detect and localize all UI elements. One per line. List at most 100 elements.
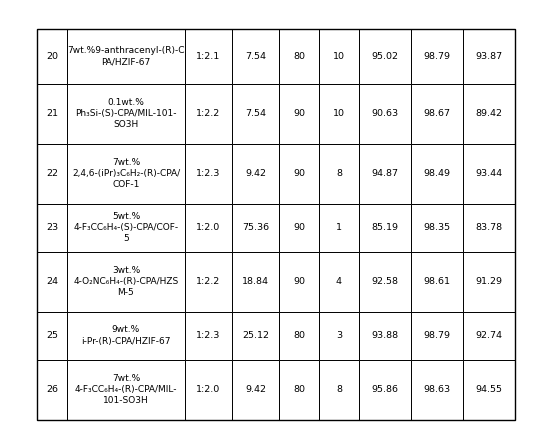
Bar: [279, 29, 319, 83]
Text: 20: 20: [46, 52, 58, 60]
Bar: [37, 311, 67, 359]
Bar: [37, 29, 67, 83]
Bar: [359, 143, 411, 203]
Text: 75.36: 75.36: [242, 223, 269, 232]
Text: 1:2.3: 1:2.3: [197, 331, 221, 340]
Text: 4: 4: [336, 277, 342, 286]
Bar: [411, 359, 463, 419]
Text: 95.86: 95.86: [371, 385, 399, 394]
Bar: [319, 143, 359, 203]
Text: 94.87: 94.87: [371, 169, 399, 178]
Text: 9.42: 9.42: [245, 385, 266, 394]
Bar: [37, 29, 515, 419]
Bar: [411, 203, 463, 251]
Bar: [319, 251, 359, 311]
Text: 83.78: 83.78: [475, 223, 502, 232]
Bar: [359, 203, 411, 251]
Bar: [463, 311, 515, 359]
Bar: [359, 359, 411, 419]
Text: 22: 22: [46, 169, 58, 178]
Text: 90.63: 90.63: [371, 109, 399, 118]
Text: 1:2.1: 1:2.1: [197, 52, 221, 60]
Bar: [463, 83, 515, 143]
Text: 98.61: 98.61: [423, 277, 450, 286]
Bar: [67, 29, 185, 83]
Text: 1:2.0: 1:2.0: [197, 223, 221, 232]
Bar: [185, 203, 232, 251]
Bar: [319, 311, 359, 359]
Text: 94.55: 94.55: [475, 385, 502, 394]
Bar: [319, 203, 359, 251]
Text: 23: 23: [46, 223, 58, 232]
Text: 7wt.%9-anthracenyl-(R)-C
PA/HZIF-67: 7wt.%9-anthracenyl-(R)-C PA/HZIF-67: [67, 46, 185, 66]
Text: 21: 21: [46, 109, 58, 118]
Bar: [319, 83, 359, 143]
Text: 7wt.%
4-F₃CC₆H₄-(R)-CPA/MIL-
101-SO3H: 7wt.% 4-F₃CC₆H₄-(R)-CPA/MIL- 101-SO3H: [75, 374, 177, 405]
Text: 3: 3: [336, 331, 342, 340]
Text: 7.54: 7.54: [245, 52, 266, 60]
Bar: [67, 203, 185, 251]
Bar: [411, 29, 463, 83]
Text: 90: 90: [293, 223, 305, 232]
Text: 90: 90: [293, 277, 305, 286]
Bar: [67, 83, 185, 143]
Bar: [67, 251, 185, 311]
Text: 90: 90: [293, 109, 305, 118]
Text: 1:2.0: 1:2.0: [197, 385, 221, 394]
Text: 93.88: 93.88: [371, 331, 399, 340]
Bar: [279, 83, 319, 143]
Text: 18.84: 18.84: [242, 277, 269, 286]
Bar: [185, 251, 232, 311]
Bar: [411, 251, 463, 311]
Text: 24: 24: [46, 277, 58, 286]
Text: 93.87: 93.87: [475, 52, 502, 60]
Bar: [463, 143, 515, 203]
Text: 7wt.%
2,4,6-(iPr)₃C₆H₂-(R)-CPA/
COF-1: 7wt.% 2,4,6-(iPr)₃C₆H₂-(R)-CPA/ COF-1: [72, 158, 180, 189]
Bar: [232, 359, 279, 419]
Bar: [279, 311, 319, 359]
Text: 25.12: 25.12: [242, 331, 269, 340]
Text: 92.58: 92.58: [371, 277, 399, 286]
Text: 10: 10: [333, 109, 345, 118]
Bar: [37, 83, 67, 143]
Bar: [185, 29, 232, 83]
Bar: [411, 83, 463, 143]
Text: 98.79: 98.79: [423, 52, 450, 60]
Text: 98.35: 98.35: [423, 223, 450, 232]
Bar: [37, 251, 67, 311]
Bar: [463, 251, 515, 311]
Text: 1: 1: [336, 223, 342, 232]
Bar: [232, 251, 279, 311]
Bar: [37, 203, 67, 251]
Bar: [232, 203, 279, 251]
Bar: [279, 203, 319, 251]
Text: 1:2.2: 1:2.2: [197, 277, 221, 286]
Bar: [232, 29, 279, 83]
Bar: [67, 143, 185, 203]
Bar: [463, 203, 515, 251]
Text: 0.1wt.%
Ph₃Si-(S)-CPA/MIL-101-
SO3H: 0.1wt.% Ph₃Si-(S)-CPA/MIL-101- SO3H: [75, 98, 177, 129]
Bar: [411, 143, 463, 203]
Text: 93.44: 93.44: [475, 169, 502, 178]
Text: 90: 90: [293, 169, 305, 178]
Text: 98.67: 98.67: [423, 109, 450, 118]
Bar: [185, 83, 232, 143]
Text: 98.63: 98.63: [423, 385, 450, 394]
Bar: [67, 311, 185, 359]
Text: 98.49: 98.49: [423, 169, 450, 178]
Text: 80: 80: [293, 52, 305, 60]
Bar: [279, 251, 319, 311]
Bar: [185, 359, 232, 419]
Bar: [359, 29, 411, 83]
Bar: [279, 143, 319, 203]
Bar: [232, 83, 279, 143]
Text: 92.74: 92.74: [475, 331, 502, 340]
Text: 25: 25: [46, 331, 58, 340]
Text: 5wt.%
4-F₃CC₆H₄-(S)-CPA/COF-
5: 5wt.% 4-F₃CC₆H₄-(S)-CPA/COF- 5: [73, 212, 178, 243]
Text: 85.19: 85.19: [371, 223, 399, 232]
Bar: [279, 359, 319, 419]
Bar: [319, 29, 359, 83]
Bar: [463, 359, 515, 419]
Text: 98.79: 98.79: [423, 331, 450, 340]
Text: 95.02: 95.02: [371, 52, 399, 60]
